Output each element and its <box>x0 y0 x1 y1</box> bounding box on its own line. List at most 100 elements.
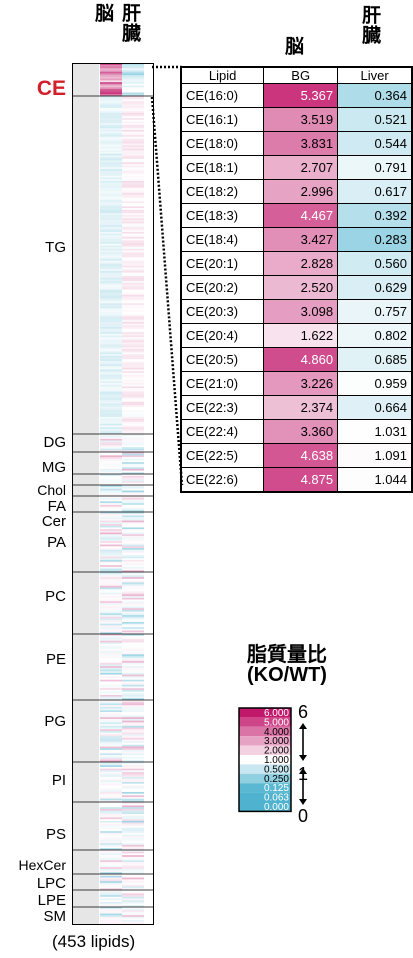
legend-scale-value: 1.000 <box>264 755 289 766</box>
heatmap-cell <box>100 780 122 783</box>
heatmap-cell <box>100 423 122 426</box>
heatmap-cell <box>100 447 122 450</box>
heatmap-cell <box>122 748 144 751</box>
heatmap-cell <box>122 313 144 316</box>
heatmap-cell <box>122 450 144 453</box>
heatmap-cell <box>122 192 144 195</box>
heatmap-cell <box>122 457 144 460</box>
heatmap-cell <box>100 609 122 612</box>
heatmap-cell <box>122 886 144 889</box>
heatmap-cell <box>122 357 144 360</box>
heatmap-cell <box>122 284 144 287</box>
heatmap-cell <box>122 112 144 115</box>
heatmap-cell <box>100 102 122 105</box>
heatmap-cell <box>100 870 122 873</box>
heatmap-cell <box>100 879 122 882</box>
heatmap-cell <box>100 918 122 921</box>
heatmap-cell <box>100 406 122 409</box>
heatmap-cell <box>122 335 144 338</box>
heatmap-cell <box>100 430 122 433</box>
heatmap-cell <box>122 549 144 552</box>
heatmap-cell <box>100 848 122 851</box>
heatmap-cell <box>122 490 144 493</box>
heatmap-cell <box>100 558 122 561</box>
heatmap-cell <box>100 734 122 737</box>
heatmap-cell <box>122 453 144 456</box>
heatmap-cell <box>122 394 144 397</box>
heatmap-cell <box>122 189 144 192</box>
heatmap-cell <box>122 846 144 849</box>
heatmap-cell <box>122 561 144 564</box>
heatmap-cell <box>100 269 122 272</box>
heatmap-cell <box>122 843 144 846</box>
heatmap-cell <box>122 287 144 290</box>
heatmap-cell <box>100 603 122 606</box>
bg-ratio-cell: 1.622 <box>263 323 339 348</box>
heatmap-cell <box>122 890 144 892</box>
heatmap-cell <box>100 355 122 358</box>
heatmap-cell <box>100 650 122 653</box>
heatmap-cell <box>100 681 122 684</box>
heatmap-frame <box>72 63 154 925</box>
heatmap-cell <box>100 573 122 576</box>
heatmap-cell <box>100 485 122 488</box>
legend-arrows <box>299 723 307 805</box>
heatmap-cell <box>122 805 144 808</box>
heatmap-cell <box>122 101 144 104</box>
heatmap-cell <box>122 620 144 623</box>
heatmap-cell <box>100 551 122 554</box>
heatmap-cell <box>100 163 122 166</box>
heatmap-cell <box>100 645 122 648</box>
heatmap-cell <box>100 492 122 495</box>
heatmap-cell <box>122 819 144 822</box>
heatmap-cell <box>100 85 122 88</box>
heatmap-cell <box>122 85 144 88</box>
heatmap-cell <box>122 420 144 423</box>
heatmap-cell <box>122 765 144 768</box>
heatmap-cell <box>100 64 122 67</box>
heatmap-cell <box>100 749 122 752</box>
heatmap-cell <box>122 905 144 908</box>
heatmap-cell <box>122 435 144 438</box>
heatmap-cell <box>100 639 122 642</box>
heatmap-cell <box>122 68 144 71</box>
heatmap-cell <box>122 260 144 263</box>
heatmap-cell <box>100 578 122 581</box>
bg-ratio-cell: 4.875 <box>263 467 339 493</box>
heatmap-cell <box>100 206 122 209</box>
heatmap-cell <box>100 376 122 379</box>
heatmap-cell <box>122 573 144 576</box>
legend-scale-value: 0.250 <box>264 774 289 785</box>
heatmap-cell <box>122 539 144 542</box>
heatmap-cell <box>122 135 144 138</box>
heatmap-cell <box>122 501 144 504</box>
heatmap-cell <box>122 582 144 585</box>
heatmap-cell <box>100 788 122 791</box>
class-label-lpe: LPE <box>37 892 66 909</box>
heatmap-cell <box>100 703 122 706</box>
heatmap-cell <box>100 888 122 891</box>
heatmap-cell <box>100 152 122 155</box>
heatmap-cell <box>122 342 144 345</box>
heatmap-cell <box>100 475 122 478</box>
heatmap-cell <box>100 310 122 313</box>
heatmap-cell <box>100 824 122 827</box>
heatmap-cell <box>122 262 144 265</box>
heatmap-cell <box>122 191 144 194</box>
heatmap-cell <box>100 627 122 630</box>
heatmap-cell <box>122 228 144 231</box>
heatmap-cell <box>122 366 144 369</box>
heatmap-cell <box>100 566 122 569</box>
heatmap-cell <box>100 877 122 880</box>
heatmap-cell <box>122 520 144 523</box>
heatmap-cell <box>100 255 122 258</box>
heatmap-cell <box>100 599 122 602</box>
heatmap-cell <box>122 230 144 233</box>
heatmap-cell <box>122 800 144 803</box>
heatmap-cell <box>122 213 144 216</box>
heatmap-cell <box>122 359 144 362</box>
heatmap-cell <box>100 753 122 756</box>
heatmap-cell <box>100 228 122 231</box>
heatmap-cell <box>100 874 122 877</box>
bg-ratio-cell: 3.098 <box>263 299 339 324</box>
